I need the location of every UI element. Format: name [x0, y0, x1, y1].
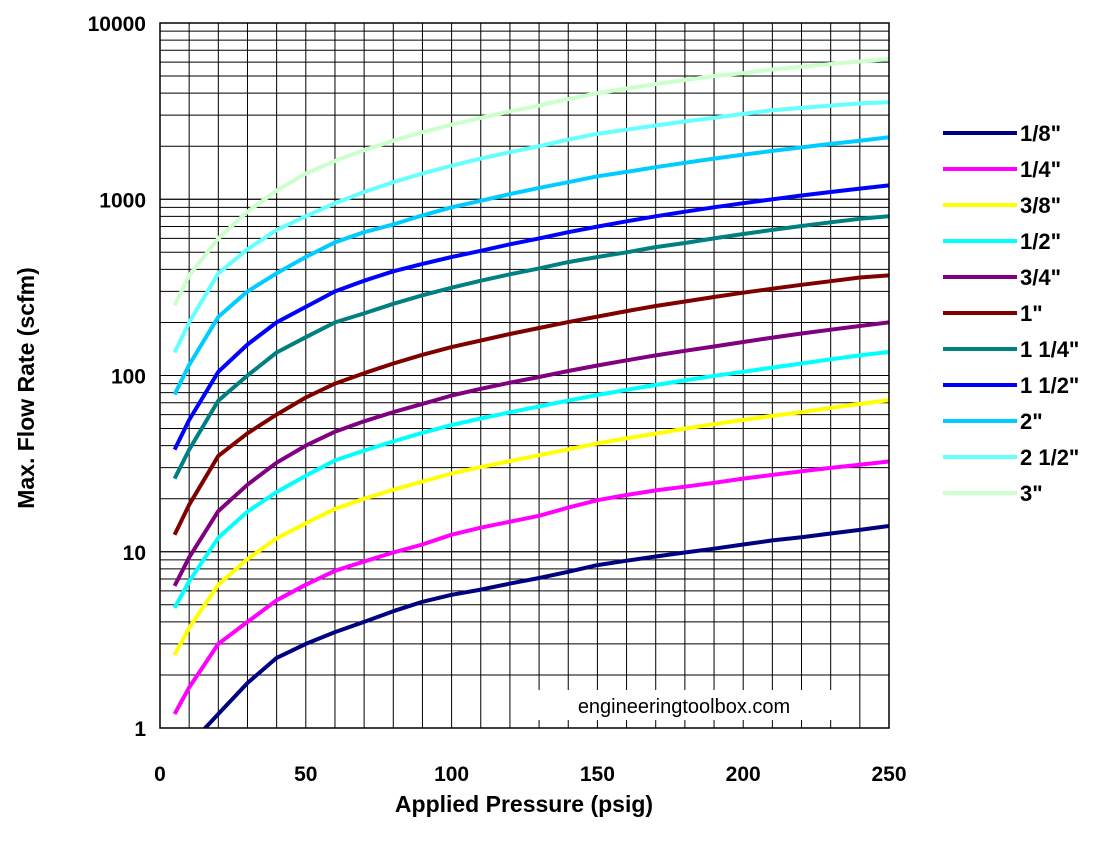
series-line: [202, 524, 889, 728]
legend-label: 3/4": [1020, 265, 1061, 290]
legend-label: 3/8": [1020, 193, 1061, 218]
legend-label: 3": [1020, 481, 1043, 506]
series-line: [172, 398, 889, 656]
series-line: [172, 350, 889, 609]
x-tick-label: 50: [294, 763, 317, 786]
y-tick-labels: 1 10 100 1000 10000: [88, 13, 147, 741]
y-tick-label: 10000: [88, 13, 146, 36]
legend-label: 1": [1020, 301, 1043, 326]
series-line: [172, 135, 889, 396]
x-tick-label: 100: [434, 763, 469, 786]
y-tick-label: 10: [123, 542, 146, 565]
x-tick-label: 0: [154, 763, 166, 786]
x-tick-labels: 0 50 100 150 200 250: [154, 763, 906, 786]
series-line: [172, 100, 889, 354]
series-line: [172, 320, 889, 587]
plot-border: [159, 22, 890, 729]
legend-label: 1 1/2": [1020, 373, 1079, 398]
legend-label: 1 1/4": [1020, 337, 1079, 362]
series-line: [172, 183, 889, 451]
watermark-background: [531, 690, 837, 720]
x-tick-label: 250: [871, 763, 906, 786]
series-line: [172, 214, 889, 480]
series-line: [172, 57, 889, 307]
x-tick-label: 150: [580, 763, 615, 786]
legend-label: 1/8": [1020, 121, 1061, 146]
x-axis-title: Applied Pressure (psig): [395, 791, 653, 817]
y-tick-label: 1000: [99, 189, 146, 212]
legend: 1/8" 1/4" 3/8" 1/2" 3/4" 1" 1 1/4" 1 1/2" 2" 2 1/…: [943, 121, 1079, 506]
series-line: [172, 459, 889, 715]
y-tick-label: 100: [111, 366, 146, 389]
legend-label: 2": [1020, 409, 1043, 434]
series-lines: [172, 57, 889, 728]
y-tick-label: 1: [134, 718, 146, 741]
legend-label: 1/2": [1020, 229, 1061, 254]
watermark-box: engineeringtoolbox.com: [531, 690, 837, 720]
legend-label: 1/4": [1020, 157, 1061, 182]
series-line: [172, 273, 889, 536]
watermark-text: engineeringtoolbox.com: [578, 696, 790, 718]
y-axis-title: Max. Flow Rate (scfm): [13, 267, 39, 509]
legend-label: 2 1/2": [1020, 445, 1079, 470]
grid-lines: [160, 23, 889, 728]
x-tick-label: 200: [726, 763, 761, 786]
